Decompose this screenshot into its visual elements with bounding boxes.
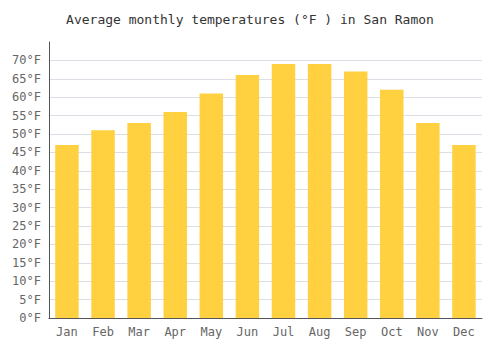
svg-text:Average monthly temperatures (: Average monthly temperatures (°F ) in Sa…: [66, 12, 434, 27]
svg-text:50°F: 50°F: [12, 127, 41, 141]
svg-text:15°F: 15°F: [12, 256, 41, 270]
svg-text:May: May: [200, 325, 222, 339]
svg-text:5°F: 5°F: [19, 293, 41, 307]
svg-text:55°F: 55°F: [12, 109, 41, 123]
svg-text:20°F: 20°F: [12, 237, 41, 251]
svg-text:Jul: Jul: [273, 325, 295, 339]
svg-text:Feb: Feb: [92, 325, 114, 339]
svg-text:40°F: 40°F: [12, 164, 41, 178]
svg-text:65°F: 65°F: [12, 72, 41, 86]
svg-text:Dec: Dec: [453, 325, 475, 339]
svg-text:Sep: Sep: [345, 325, 367, 339]
svg-text:Oct: Oct: [381, 325, 403, 339]
svg-text:Jan: Jan: [56, 325, 78, 339]
svg-text:Aug: Aug: [309, 325, 331, 339]
svg-text:Nov: Nov: [417, 325, 439, 339]
svg-text:60°F: 60°F: [12, 90, 41, 104]
svg-text:0°F: 0°F: [19, 311, 41, 325]
svg-text:45°F: 45°F: [12, 145, 41, 159]
svg-text:Mar: Mar: [128, 325, 150, 339]
svg-text:35°F: 35°F: [12, 182, 41, 196]
svg-text:Jun: Jun: [237, 325, 259, 339]
svg-text:10°F: 10°F: [12, 274, 41, 288]
svg-text:30°F: 30°F: [12, 201, 41, 215]
svg-text:25°F: 25°F: [12, 219, 41, 233]
svg-text:Apr: Apr: [164, 325, 186, 339]
svg-text:70°F: 70°F: [12, 53, 41, 67]
